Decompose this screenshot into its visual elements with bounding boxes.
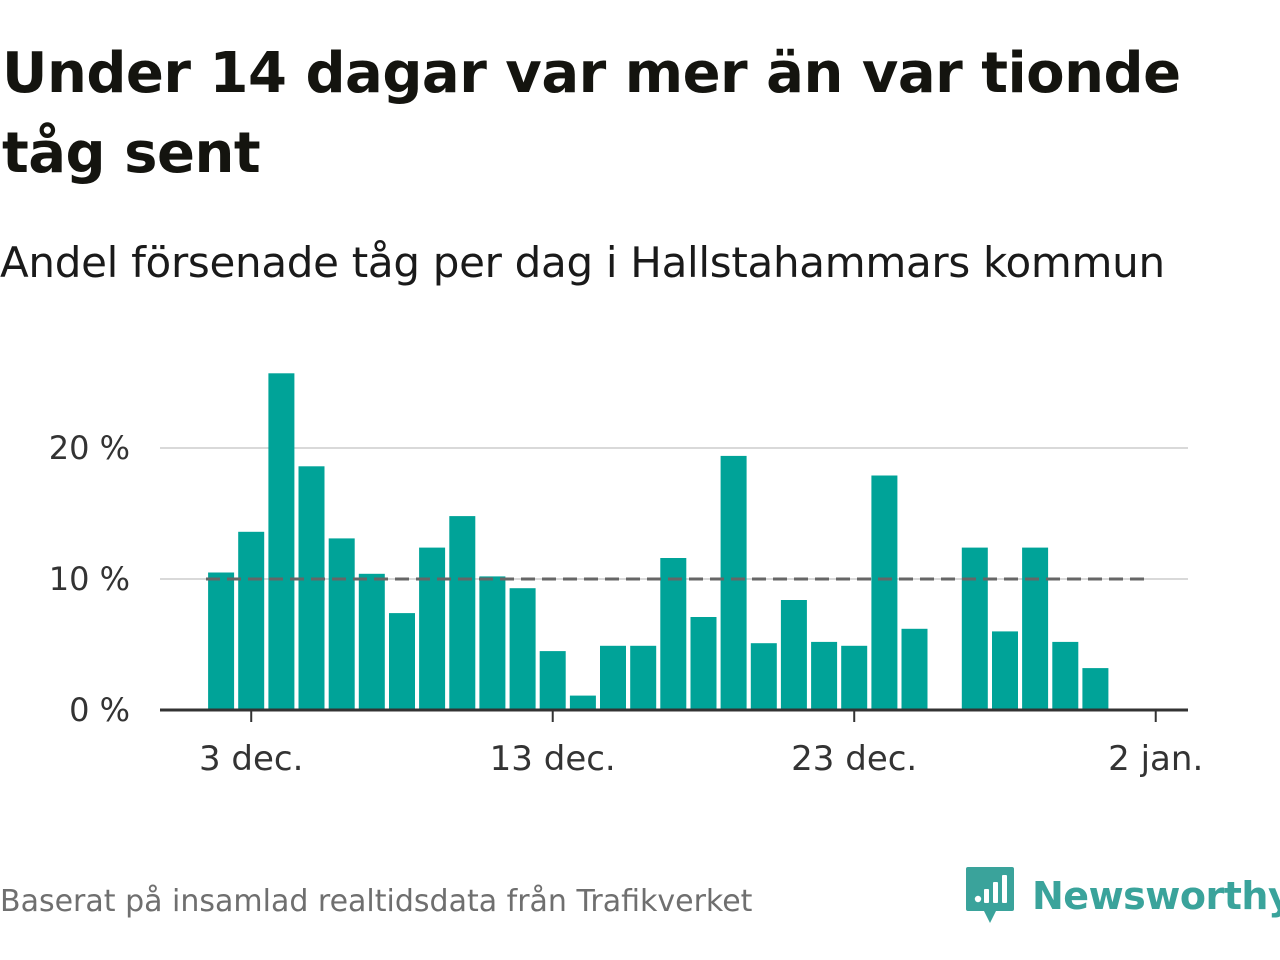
- x-tick-label: 2 jan.: [1108, 739, 1203, 779]
- x-tick-label: 3 dec.: [199, 739, 303, 779]
- bar: [992, 631, 1018, 710]
- bar: [600, 645, 626, 710]
- newsworthy-logo-icon: [966, 867, 1014, 923]
- bar: [449, 516, 476, 710]
- bar: [479, 576, 506, 710]
- x-tick-label: 13 dec.: [490, 739, 616, 779]
- bar-layer: [208, 373, 1109, 710]
- bar: [780, 600, 807, 710]
- bar: [208, 572, 235, 710]
- chart-title: Under 14 dagar var mer än var tionde tåg…: [2, 41, 1181, 186]
- bar: [961, 547, 988, 710]
- bar: [419, 547, 446, 710]
- bar: [509, 588, 536, 710]
- brand-logo[interactable]: Newsworthy: [964, 864, 1280, 928]
- chart-subtitle: Andel försenade tåg per dag i Hallstaham…: [0, 238, 1165, 287]
- bar: [690, 617, 717, 710]
- bar: [238, 531, 265, 710]
- y-tick-label: 20 %: [49, 429, 130, 467]
- source-note: Baserat på insamlad realtidsdata från Tr…: [0, 884, 753, 919]
- bar: [328, 538, 355, 710]
- bar: [871, 475, 898, 710]
- x-tick-label: 23 dec.: [791, 739, 917, 779]
- y-tick-label: 0 %: [69, 691, 130, 729]
- bar-chart: 0 % 10 % 20 % 3 dec. 13 dec. 23 dec. 2 jan.: [49, 373, 1204, 779]
- bar: [660, 558, 687, 710]
- bar: [720, 455, 747, 710]
- bar: [539, 651, 566, 710]
- bar: [750, 643, 777, 710]
- bar: [268, 373, 295, 710]
- bar: [1022, 547, 1049, 710]
- bar: [389, 613, 415, 710]
- bar: [841, 645, 868, 710]
- y-tick-label: 10 %: [49, 560, 130, 598]
- bar: [1052, 641, 1079, 710]
- bar: [901, 628, 928, 710]
- brand-name: Newsworthy: [1032, 874, 1280, 918]
- bar: [811, 641, 838, 710]
- bar: [1082, 668, 1109, 710]
- bar: [569, 695, 596, 710]
- bar: [630, 645, 657, 710]
- axis-layer: 0 % 10 % 20 % 3 dec. 13 dec. 23 dec. 2 jan.: [49, 429, 1204, 779]
- bar: [358, 573, 385, 710]
- bar: [298, 466, 325, 710]
